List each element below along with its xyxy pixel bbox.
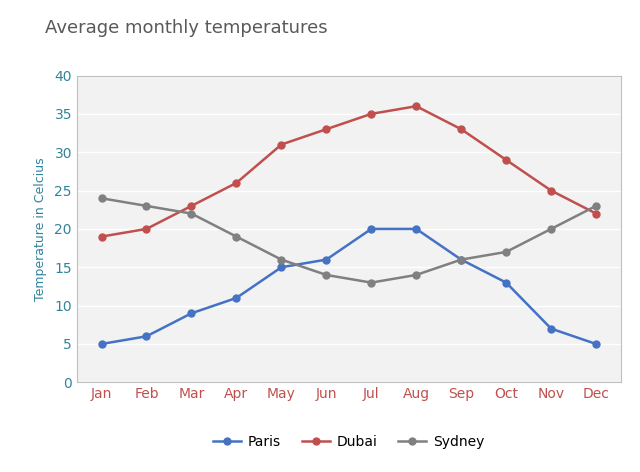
Dubai bbox=[323, 126, 330, 132]
Paris bbox=[143, 333, 150, 339]
Sydney bbox=[458, 257, 465, 262]
Sydney bbox=[412, 272, 420, 278]
Sydney bbox=[547, 226, 555, 232]
Paris bbox=[98, 341, 106, 347]
Paris bbox=[592, 341, 600, 347]
Dubai bbox=[502, 157, 510, 163]
Legend: Paris, Dubai, Sydney: Paris, Dubai, Sydney bbox=[207, 429, 490, 454]
Paris bbox=[367, 226, 375, 232]
Line: Dubai: Dubai bbox=[98, 103, 600, 240]
Dubai bbox=[232, 180, 240, 185]
Sydney bbox=[502, 249, 510, 255]
Paris bbox=[278, 264, 285, 270]
Paris bbox=[323, 257, 330, 262]
Paris bbox=[412, 226, 420, 232]
Sydney bbox=[367, 280, 375, 286]
Dubai bbox=[412, 103, 420, 109]
Dubai bbox=[143, 226, 150, 232]
Dubai bbox=[278, 142, 285, 147]
Y-axis label: Temperature in Celcius: Temperature in Celcius bbox=[35, 157, 47, 301]
Sydney bbox=[278, 257, 285, 262]
Text: Average monthly temperatures: Average monthly temperatures bbox=[45, 19, 328, 37]
Line: Paris: Paris bbox=[98, 226, 600, 347]
Paris bbox=[458, 257, 465, 262]
Dubai bbox=[98, 234, 106, 239]
Sydney bbox=[188, 211, 195, 216]
Dubai bbox=[367, 111, 375, 117]
Sydney bbox=[98, 195, 106, 201]
Paris bbox=[188, 311, 195, 316]
Paris bbox=[547, 326, 555, 331]
Line: Sydney: Sydney bbox=[98, 195, 600, 286]
Sydney bbox=[592, 203, 600, 209]
Sydney bbox=[232, 234, 240, 239]
Paris bbox=[232, 295, 240, 301]
Sydney bbox=[323, 272, 330, 278]
Dubai bbox=[547, 188, 555, 194]
Sydney bbox=[143, 203, 150, 209]
Dubai bbox=[188, 203, 195, 209]
Paris bbox=[502, 280, 510, 286]
Dubai bbox=[458, 126, 465, 132]
Dubai bbox=[592, 211, 600, 216]
